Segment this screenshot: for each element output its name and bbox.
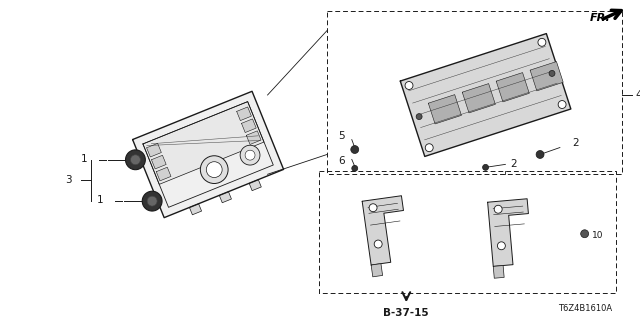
Circle shape	[245, 150, 255, 160]
Polygon shape	[143, 102, 264, 184]
Circle shape	[558, 100, 566, 108]
Circle shape	[142, 191, 162, 211]
Polygon shape	[156, 167, 171, 181]
Polygon shape	[249, 180, 261, 191]
Polygon shape	[400, 34, 571, 156]
Polygon shape	[152, 155, 166, 169]
Polygon shape	[132, 91, 284, 218]
Polygon shape	[147, 143, 161, 157]
Polygon shape	[493, 266, 504, 278]
Circle shape	[405, 82, 413, 90]
Polygon shape	[462, 84, 495, 113]
Circle shape	[374, 240, 382, 248]
Text: 5: 5	[338, 131, 345, 141]
Text: 6: 6	[338, 156, 345, 166]
Text: 4: 4	[635, 90, 640, 100]
Polygon shape	[428, 95, 461, 124]
Circle shape	[580, 230, 589, 238]
Circle shape	[369, 204, 377, 212]
Text: 3: 3	[65, 175, 71, 186]
Text: FR.: FR.	[589, 13, 611, 23]
Polygon shape	[371, 264, 383, 277]
Polygon shape	[488, 199, 529, 266]
Circle shape	[206, 162, 222, 178]
Circle shape	[125, 150, 145, 170]
Text: B-37-15: B-37-15	[383, 308, 429, 318]
Polygon shape	[241, 119, 256, 132]
Text: 10: 10	[591, 231, 603, 240]
Text: 2: 2	[572, 138, 579, 148]
Polygon shape	[362, 196, 403, 265]
Circle shape	[483, 164, 488, 170]
Text: 1: 1	[97, 195, 104, 205]
Polygon shape	[189, 204, 202, 215]
Circle shape	[425, 144, 433, 152]
Polygon shape	[496, 73, 529, 102]
Circle shape	[131, 155, 140, 165]
Text: T6Z4B1610A: T6Z4B1610A	[557, 304, 612, 313]
Circle shape	[494, 205, 502, 213]
Circle shape	[538, 38, 546, 46]
Circle shape	[416, 114, 422, 120]
Circle shape	[352, 165, 358, 171]
Circle shape	[351, 146, 359, 154]
Polygon shape	[220, 192, 232, 203]
Circle shape	[549, 70, 555, 76]
Circle shape	[497, 242, 506, 250]
Circle shape	[147, 196, 157, 206]
Circle shape	[200, 156, 228, 183]
Circle shape	[536, 150, 544, 158]
Circle shape	[240, 145, 260, 165]
Text: 1: 1	[81, 154, 87, 164]
Polygon shape	[530, 61, 563, 91]
Text: 2: 2	[510, 159, 517, 169]
Polygon shape	[246, 131, 261, 145]
Polygon shape	[237, 107, 252, 121]
